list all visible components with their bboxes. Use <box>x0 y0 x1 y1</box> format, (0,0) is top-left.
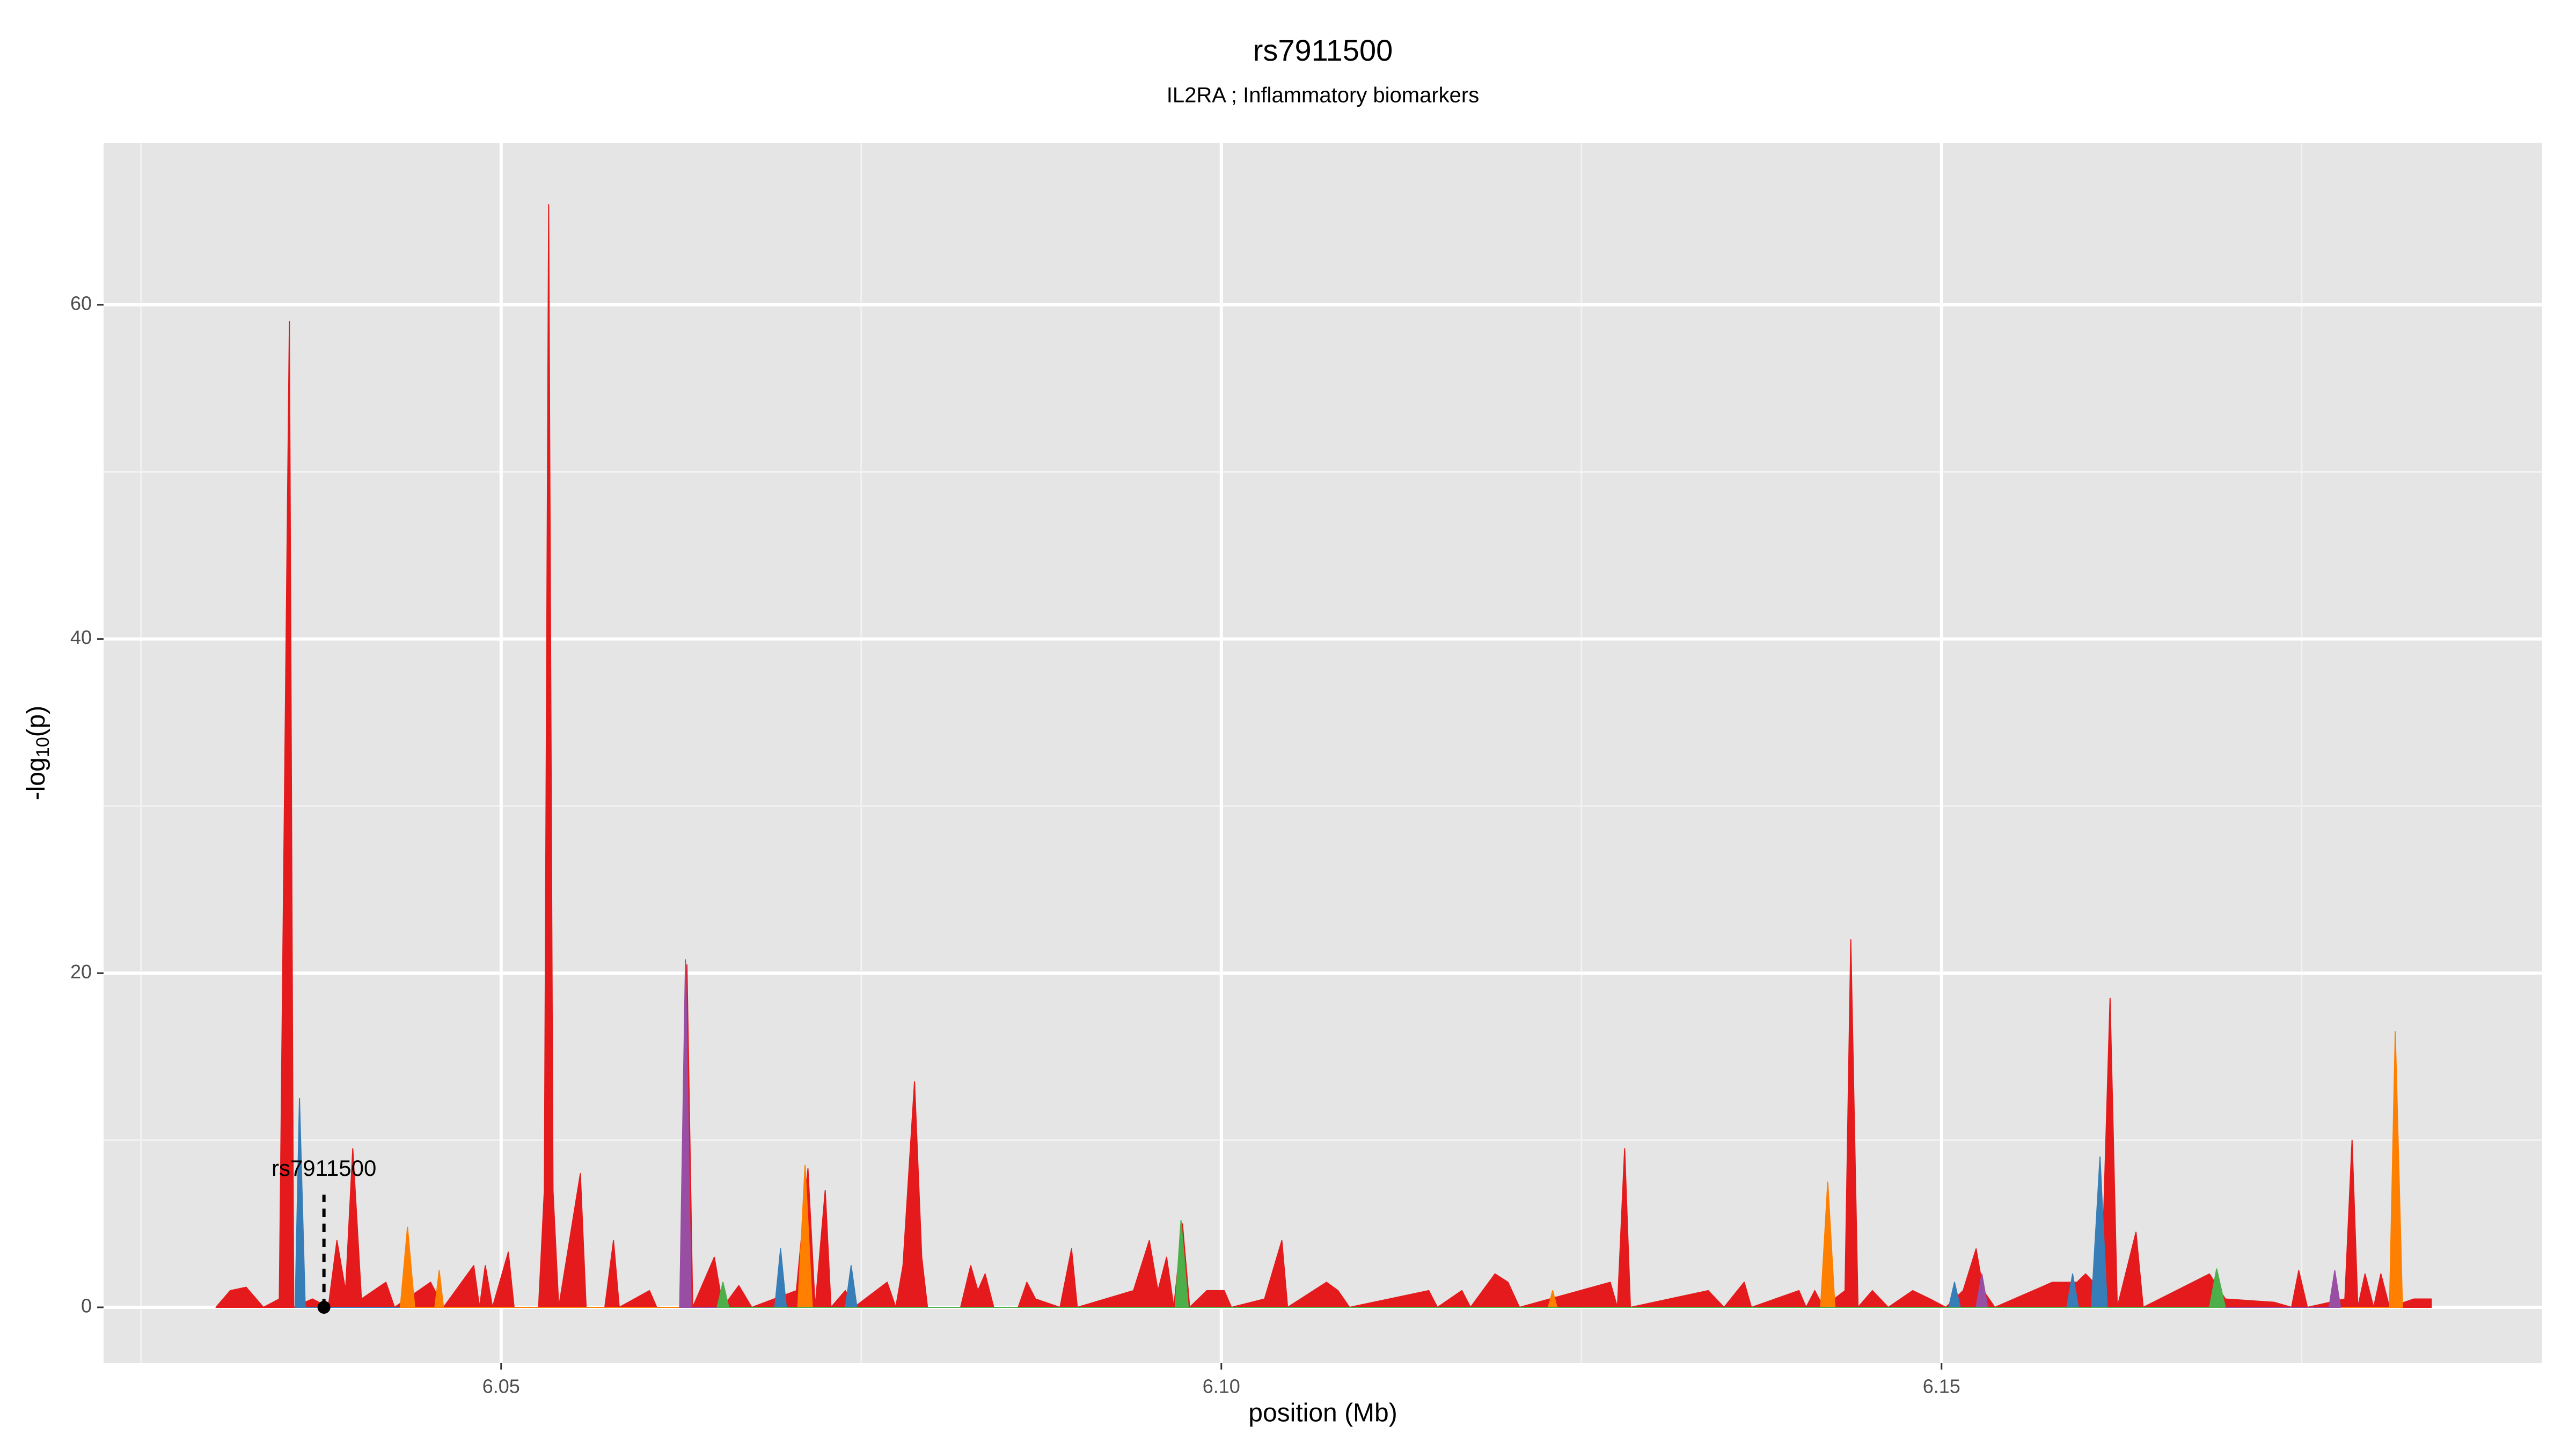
x-tick-label: 6.10 <box>1203 1375 1240 1397</box>
chart-subtitle: IL2RA ; Inflammatory biomarkers <box>1167 84 1479 107</box>
x-tick-label: 6.05 <box>482 1375 520 1397</box>
chart-title: rs7911500 <box>1253 33 1393 67</box>
y-tick-label: 0 <box>81 1295 92 1317</box>
x-tick-label: 6.15 <box>1923 1375 1960 1397</box>
y-axis-label: -log10(p) <box>22 706 53 801</box>
y-tick-label: 20 <box>70 961 92 983</box>
annotation-label: rs7911500 <box>272 1155 376 1181</box>
y-tick-label: 40 <box>70 626 92 648</box>
plot-layer <box>104 143 2542 1363</box>
y-axis-label-part: -log <box>22 757 50 800</box>
y-axis-label-subscript: 10 <box>33 737 53 757</box>
area <box>679 959 2341 1308</box>
plot-background <box>104 143 2542 1363</box>
y-tick-label: 60 <box>70 292 92 314</box>
annotation-point <box>317 1301 331 1314</box>
x-axis-label: position (Mb) <box>1248 1399 1397 1428</box>
area <box>716 1220 2226 1308</box>
y-axis-label-part: (p) <box>22 706 50 737</box>
